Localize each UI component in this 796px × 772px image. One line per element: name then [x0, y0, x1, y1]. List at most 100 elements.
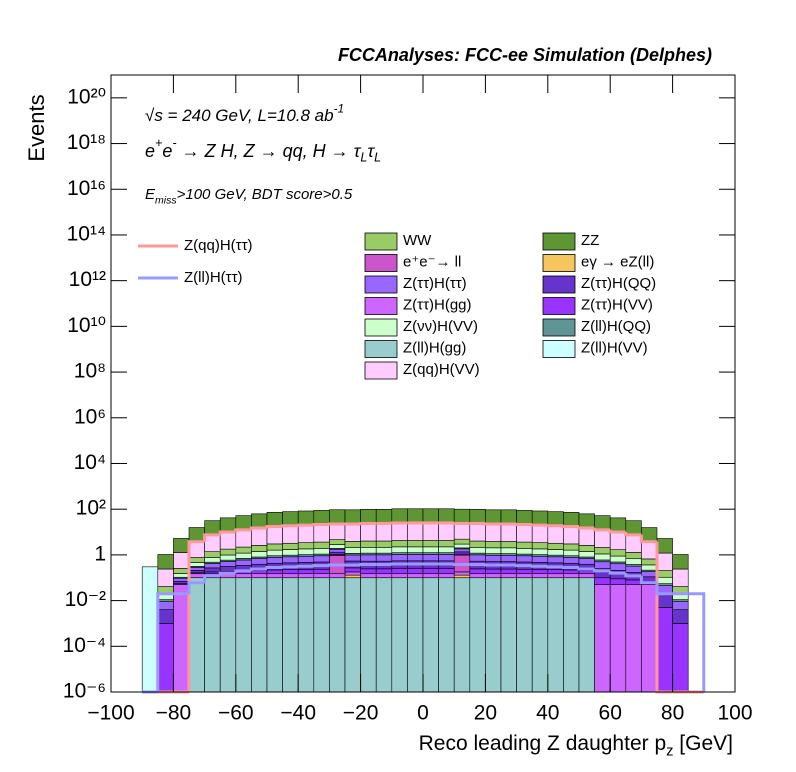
histogram-bar	[219, 561, 237, 567]
histogram-bar	[407, 522, 424, 541]
y-tick-label: 10²⁰	[67, 85, 106, 108]
legend-label: eγ → eZ(ll)	[581, 253, 654, 270]
histogram-bar	[453, 551, 471, 555]
histogram-bar	[469, 523, 486, 542]
annotation-part: → Z H, Z → qq, H → τ	[177, 141, 362, 161]
y-tick-label: 10¹⁰	[67, 314, 106, 337]
histogram-line	[390, 562, 408, 566]
histogram-bar	[297, 569, 315, 575]
histogram-bar	[656, 538, 673, 554]
histogram-bar	[422, 508, 439, 524]
histogram-bar	[173, 577, 190, 582]
histogram-bar	[609, 517, 627, 533]
annotation-part: √s = 240 GeV, L=10.8 ab	[145, 106, 334, 125]
histogram-line	[593, 569, 611, 573]
histogram-bar	[672, 601, 689, 610]
histogram-bar	[204, 534, 221, 552]
histogram-bar	[329, 548, 346, 553]
histogram-bar	[485, 554, 502, 562]
histogram-bar	[329, 577, 346, 693]
histogram-bar	[625, 584, 642, 693]
legend-label: Z(ττ)H(VV)	[581, 296, 653, 313]
annotation-part: >100 GeV, BDT score>0.5	[177, 186, 353, 203]
histogram-bar	[453, 523, 471, 540]
histogram-line	[265, 524, 283, 529]
annotation-part: τ	[367, 141, 375, 161]
histogram-bar	[578, 570, 595, 575]
histogram-bar	[422, 554, 439, 562]
histogram-line	[327, 563, 345, 567]
histogram-bar	[251, 527, 268, 546]
histogram-bar	[188, 573, 205, 579]
histogram-bar	[360, 523, 377, 542]
histogram-bar	[563, 526, 580, 545]
histogram-bar	[547, 577, 564, 693]
histogram-bar	[438, 540, 455, 548]
histogram-bar	[313, 573, 330, 579]
y-tick-label: 10⁻⁶	[63, 680, 106, 703]
histogram-bar	[609, 584, 627, 693]
histogram-bar	[453, 548, 471, 553]
histogram-line	[483, 522, 501, 526]
histogram-bar	[500, 577, 517, 693]
histogram-bar	[344, 571, 361, 576]
histogram-bar	[266, 512, 283, 528]
histogram-bar	[500, 523, 517, 542]
histogram-bar	[235, 529, 252, 548]
histogram-line	[296, 523, 314, 527]
legend-swatch	[542, 318, 576, 337]
histogram-bar	[188, 567, 205, 571]
histogram-bar	[641, 527, 658, 543]
histogram-bar	[547, 556, 564, 564]
histogram-bar	[266, 549, 283, 557]
histogram-bar	[360, 547, 377, 554]
histogram-bar	[360, 577, 377, 693]
histogram-bar	[578, 513, 595, 529]
histogram-bar	[235, 577, 252, 693]
histogram-bar	[422, 573, 439, 579]
histogram-bar	[641, 584, 658, 693]
histogram-bar	[594, 553, 611, 561]
histogram-bar	[188, 527, 205, 543]
histogram-bar	[547, 525, 564, 544]
histogram-bar	[469, 573, 486, 579]
histogram-bar	[251, 513, 268, 529]
histogram-bar	[266, 569, 283, 575]
histogram-bar	[407, 540, 424, 548]
histogram-bar	[641, 558, 658, 566]
histogram-bar	[204, 577, 221, 693]
histogram-bar	[500, 547, 517, 554]
x-axis-label: Reco leading Z daughter pz [GeV]	[419, 732, 733, 760]
y-axis-label: Events	[24, 94, 49, 161]
y-tick-label: 10⁴	[74, 451, 106, 474]
histogram-bar	[578, 573, 595, 579]
histogram-bar	[516, 524, 533, 543]
legend-swatch	[364, 254, 398, 272]
histogram-bar	[594, 515, 611, 531]
histogram-bar	[485, 577, 502, 693]
histogram-bar	[157, 568, 174, 587]
histogram-line	[639, 575, 657, 585]
histogram-bar	[578, 551, 595, 558]
y-tick-label: 1	[94, 542, 106, 565]
histogram-bar	[407, 568, 424, 575]
histogram-bar	[251, 570, 268, 575]
histogram-bar	[219, 566, 237, 572]
annotation-part: e	[145, 141, 155, 161]
histogram-bar	[516, 541, 533, 549]
histogram-bar	[313, 568, 330, 575]
histogram-bar	[625, 534, 642, 553]
histogram-bar	[438, 508, 455, 524]
histogram-bar	[219, 531, 237, 550]
histogram-bar	[578, 558, 595, 565]
annotation-part: L	[374, 151, 381, 165]
histogram-bar	[438, 522, 455, 541]
histogram-bar	[375, 540, 393, 548]
histogram-bar	[594, 529, 611, 548]
histogram-bar	[251, 577, 268, 693]
histogram-bar	[313, 541, 330, 549]
histogram-bar	[531, 542, 549, 550]
histogram-line	[530, 564, 548, 568]
histogram-bar	[438, 546, 455, 553]
histogram-bar	[407, 573, 424, 579]
